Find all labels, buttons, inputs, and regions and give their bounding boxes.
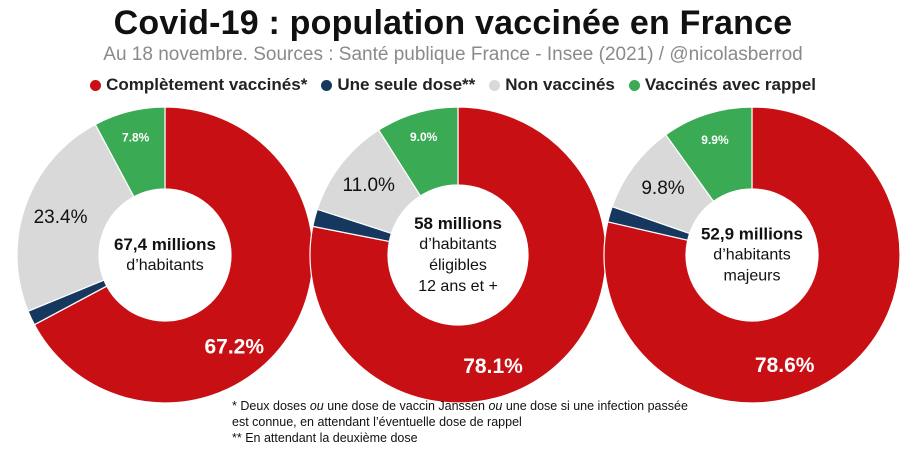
label-non-vaccines-3: 9.8% [641,178,684,199]
center-label-2-line-3: éligibles [429,257,487,274]
slice-complet-3 [603,106,901,404]
legend-label-complet: Complètement vaccinés* [106,75,308,94]
center-label-2-line-2: d’habitants [419,236,496,253]
center-label-3-line-2: d’habitants [713,247,790,264]
center-label-3-line-1: 52,9 millions [701,225,803,244]
donut-chart-2: 78.1% 11.0% 9.0% 58 millions d’habitants élig… [309,106,607,404]
slice-complet-2 [309,106,607,404]
legend-dot-rappel [628,79,640,91]
footnotes: * Deux doses ou une dose de vaccin Janss… [232,398,702,446]
footnote-1: * Deux doses ou une dose de vaccin Janss… [232,399,688,429]
chart-subtitle: Au 18 novembre. Sources : Santé publique… [103,44,803,65]
label-non-vaccines-1: 23.4% [34,207,88,228]
label-non-vaccines-2: 11.0% [342,175,395,196]
label-rappel-2: 9.0% [410,130,438,144]
legend-dot-complet [90,79,102,91]
legend: Complètement vaccinés* Une seule dose** … [0,75,906,95]
legend-dot-non-vaccines [489,79,501,91]
label-rappel-1: 7.8% [122,131,150,145]
center-label-1-line-1: 67,4 millions [114,235,216,254]
slice-complet-1 [33,106,314,404]
footnote-2: ** En attendant la deuxième dose [232,431,418,445]
chart-title: Covid-19 : population vaccinée en France [113,4,793,42]
slice-rappel-1 [94,106,166,198]
legend-item-une-dose: Une seule dose** [321,75,475,95]
label-rappel-3: 9.9% [701,133,729,147]
center-label-1-line-2: d’habitants [126,257,203,274]
legend-item-non-vaccines: Non vaccinés [489,75,615,95]
slice-rappel-2 [377,106,459,197]
slice-rappel-3 [664,106,753,203]
label-complet-1: 67.2% [204,335,264,358]
center-label-2-line-1: 58 millions [414,214,502,233]
legend-label-une-dose: Une seule dose** [337,75,476,94]
legend-label-non-vaccines: Non vaccinés [505,75,615,94]
legend-item-complet: Complètement vaccinés* [90,75,307,95]
legend-label-rappel: Vaccinés avec rappel [644,75,816,94]
label-complet-2: 78.1% [463,355,523,378]
label-complet-3: 78.6% [755,354,815,377]
donut-chart-3: 78.6% 9.8% 9.9% 52,9 millions d’habitants maj… [603,106,901,404]
center-label-2-line-4: 12 ans et + [418,278,498,295]
center-label-3-line-3: majeurs [724,268,781,285]
donut-chart-1: 67.2% 23.4% 7.8% 67,4 millions d’habitants [16,106,314,404]
legend-dot-une-dose [321,79,333,91]
slice-non-vaccines-1 [16,123,135,312]
legend-item-rappel: Vaccinés avec rappel [628,75,816,95]
